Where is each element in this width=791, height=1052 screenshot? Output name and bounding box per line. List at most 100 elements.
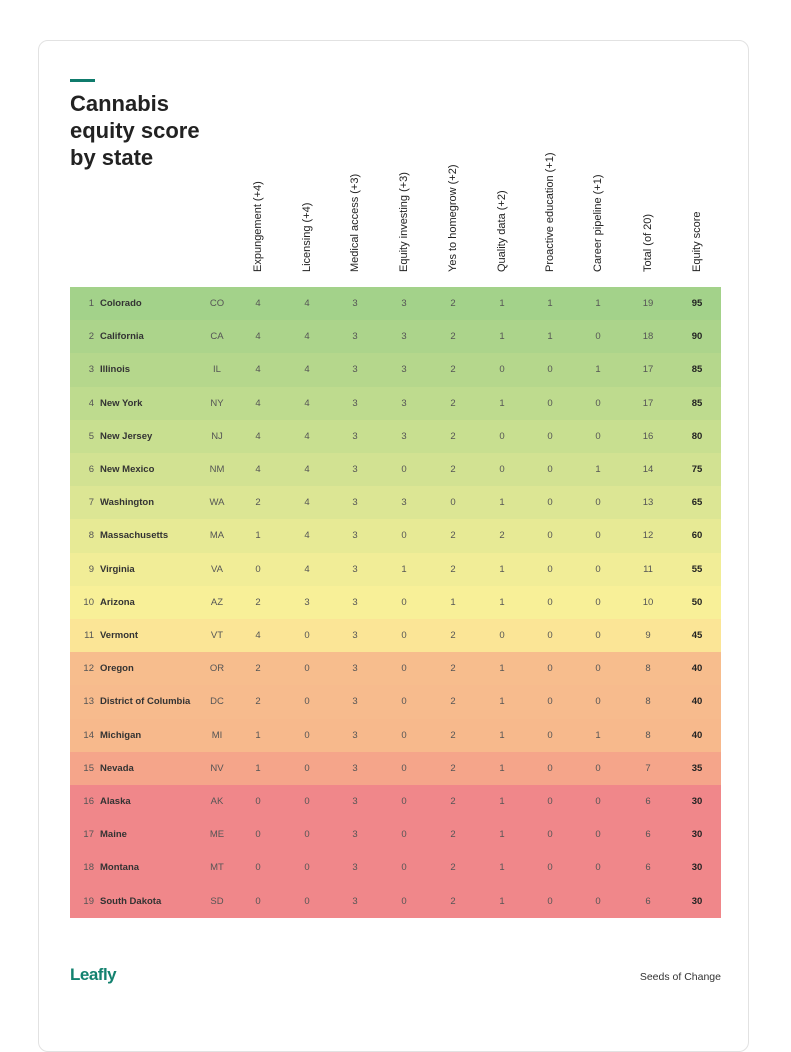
score: 1	[499, 729, 505, 741]
score: 4	[304, 364, 310, 376]
equity-score: 95	[691, 298, 703, 309]
state-abbr: MT	[210, 862, 224, 874]
state-abbr: SD	[210, 895, 224, 907]
score: 1	[450, 596, 456, 608]
state-name: Colorado	[100, 298, 142, 309]
score: 0	[304, 862, 310, 874]
score: 4	[255, 364, 261, 376]
score: 0	[255, 895, 261, 907]
equity-score: 30	[691, 796, 703, 807]
score: 4	[304, 430, 310, 442]
score: 0	[499, 464, 505, 475]
score: 0	[595, 430, 601, 442]
score: 1	[595, 464, 601, 475]
total: 9	[645, 630, 651, 641]
score: 0	[547, 895, 553, 907]
equity-score: 90	[691, 331, 703, 343]
score: 2	[255, 663, 261, 675]
table-row: 6 New Mexico NM 4 4 3 0 2 0 0 1 14 75	[70, 453, 721, 487]
state-abbr: WA	[209, 497, 225, 509]
score: 0	[255, 796, 261, 807]
score: 0	[401, 596, 407, 608]
rank: 1	[88, 298, 94, 309]
total: 8	[645, 729, 651, 741]
rank: 6	[88, 464, 94, 475]
score: 0	[547, 430, 553, 442]
score: 1	[499, 696, 505, 708]
score: 1	[255, 530, 261, 542]
score: 3	[352, 762, 358, 774]
state-name: South Dakota	[100, 895, 162, 907]
equity-score: 85	[691, 364, 703, 376]
state-name: District of Columbia	[100, 696, 191, 708]
score: 0	[499, 430, 505, 442]
score: 2	[450, 397, 456, 409]
score: 2	[450, 630, 456, 641]
state-name: Nevada	[100, 762, 134, 774]
score: 3	[352, 364, 358, 376]
score: 0	[401, 762, 407, 774]
score: 3	[352, 530, 358, 542]
score: 4	[304, 331, 310, 343]
score: 2	[255, 696, 261, 708]
state-abbr: VT	[210, 630, 224, 641]
score: 2	[450, 829, 456, 841]
score: 1	[547, 298, 553, 309]
state-name: Massachusetts	[100, 530, 169, 542]
score: 1	[499, 397, 505, 409]
state-abbr: IL	[213, 364, 221, 376]
state-name: Michigan	[100, 729, 142, 741]
equity-score: 85	[691, 397, 703, 409]
state-name: Maine	[100, 829, 127, 841]
score: 1	[595, 729, 601, 741]
score: 3	[401, 298, 407, 309]
score: 0	[547, 630, 553, 641]
column-header: Equity score	[691, 211, 703, 272]
column-header: Licensing (+4)	[301, 202, 313, 272]
equity-score: 60	[691, 530, 703, 542]
score: 0	[547, 729, 553, 741]
score: 2	[450, 364, 456, 376]
state-name: Montana	[100, 862, 140, 874]
score: 1	[547, 331, 553, 343]
state-name: Oregon	[100, 663, 134, 675]
score: 4	[255, 331, 261, 343]
state-abbr: DC	[210, 696, 224, 708]
total: 10	[642, 596, 654, 608]
score: 3	[352, 563, 358, 575]
column-header: Proactive education (+1)	[544, 152, 556, 272]
table-row: 8 Massachusetts MA 1 4 3 0 2 2 0 0 12 60	[70, 519, 721, 553]
score: 3	[352, 829, 358, 841]
total: 19	[642, 298, 654, 309]
score: 0	[401, 729, 407, 741]
score: 2	[450, 464, 456, 475]
table-row: 18 Montana MT 0 0 3 0 2 1 0 0 6 30	[70, 851, 721, 885]
score: 0	[595, 696, 601, 708]
table-row: 14 Michigan MI 1 0 3 0 2 1 0 1 8 40	[70, 718, 721, 752]
score: 0	[547, 596, 553, 608]
score: 0	[595, 596, 601, 608]
score: 0	[547, 829, 553, 841]
table-row: 11 Vermont VT 4 0 3 0 2 0 0 0 9 45	[70, 619, 721, 653]
score: 1	[499, 796, 505, 807]
score: 0	[304, 762, 310, 774]
rank: 15	[83, 762, 94, 774]
score: 3	[352, 696, 358, 708]
column-header: Medical access (+3)	[349, 173, 361, 272]
score: 3	[352, 796, 358, 807]
score: 0	[304, 630, 310, 641]
score: 0	[547, 364, 553, 376]
total: 6	[645, 895, 651, 907]
column-header: Equity investing (+3)	[398, 172, 410, 272]
score: 2	[450, 563, 456, 575]
state-name: New Mexico	[100, 464, 155, 475]
score: 0	[595, 331, 601, 343]
score: 0	[595, 663, 601, 675]
score: 0	[547, 563, 553, 575]
total: 6	[645, 829, 651, 841]
score: 0	[401, 464, 407, 475]
rank: 13	[83, 696, 94, 708]
rank: 12	[83, 663, 94, 675]
total: 6	[645, 862, 651, 874]
score: 0	[595, 829, 601, 841]
